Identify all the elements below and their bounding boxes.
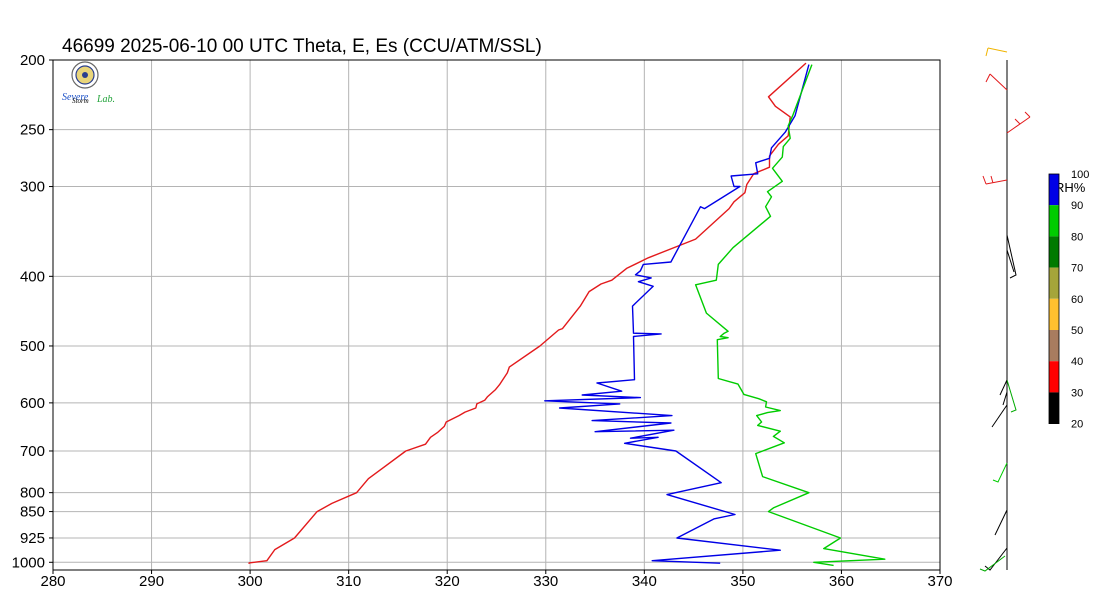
wind-barb [985, 47, 1008, 57]
series-e-line [544, 64, 810, 564]
wind-profile [979, 47, 1031, 572]
colorbar-segment [1049, 330, 1059, 362]
rh-colorbar: RH% 100 90 80 70 60 50 40 30 20 [1048, 169, 1089, 431]
colorbar-segment [1049, 392, 1059, 424]
chart-title: 46699 2025-06-10 00 UTC Theta, E, Es (CC… [62, 36, 542, 57]
wind-barb [1006, 234, 1017, 279]
colorbar-label: 20 [1071, 419, 1083, 431]
y-tick-label: 600 [20, 395, 45, 412]
x-axis-ticks: 280 290 300 310 320 330 340 350 360 370 [40, 570, 953, 590]
grid [52, 59, 941, 570]
colorbar-segment [1049, 236, 1059, 268]
colorbar-label: 90 [1071, 200, 1083, 212]
colorbar-label: 100 [1071, 169, 1089, 181]
x-tick-label: 300 [238, 573, 263, 590]
colorbar-label: 50 [1071, 325, 1083, 337]
colorbar-segment [1049, 267, 1059, 299]
logo-line1: Severe [62, 92, 89, 103]
colorbar-title: RH% [1055, 180, 1086, 195]
logo-line3: Lab. [96, 94, 115, 105]
x-tick-label: 350 [730, 573, 755, 590]
colorbar-label: 30 [1071, 387, 1083, 399]
wind-barb [984, 547, 1008, 571]
wind-barb [999, 379, 1008, 406]
series-es-line [694, 64, 886, 567]
x-tick-label: 360 [829, 573, 854, 590]
wind-barb [1006, 111, 1031, 134]
y-tick-label: 1000 [12, 554, 45, 571]
colorbar-segment [1049, 205, 1059, 237]
wind-barb [985, 73, 1008, 91]
y-tick-label: 850 [20, 504, 45, 521]
colorbar-segment [1049, 174, 1059, 206]
y-tick-label: 925 [20, 530, 45, 547]
wind-barb [992, 462, 1008, 483]
wind-barb [982, 175, 1008, 185]
colorbar-label: 40 [1071, 356, 1083, 368]
wind-barb [979, 555, 1006, 572]
colorbar-segment [1049, 361, 1059, 393]
x-tick-label: 280 [40, 573, 65, 590]
x-tick-label: 340 [632, 573, 657, 590]
y-tick-label: 300 [20, 179, 45, 196]
colorbar-label: 60 [1071, 294, 1083, 306]
y-tick-label: 700 [20, 443, 45, 460]
series-theta-line [248, 62, 807, 564]
x-tick-label: 330 [533, 573, 558, 590]
colorbar-label: 70 [1071, 263, 1083, 275]
colorbar-label: 80 [1071, 231, 1083, 243]
lab-logo: Severe Storm Lab. [62, 61, 115, 105]
x-tick-label: 290 [139, 573, 164, 590]
y-axis-ticks: 200 250 300 400 500 600 700 800 850 925 1000 [12, 52, 53, 571]
wind-barb [994, 509, 1008, 536]
wind-barb [991, 404, 1008, 428]
x-tick-label: 310 [336, 573, 361, 590]
x-tick-label: 370 [927, 573, 952, 590]
wind-barb [1006, 249, 1015, 273]
colorbar-segment [1049, 298, 1059, 330]
y-tick-label: 200 [20, 52, 45, 69]
y-tick-label: 250 [20, 122, 45, 139]
y-tick-label: 400 [20, 268, 45, 285]
y-tick-label: 800 [20, 485, 45, 502]
wind-barb [1006, 379, 1017, 413]
plot-frame [52, 59, 941, 571]
y-tick-label: 500 [20, 338, 45, 355]
x-tick-label: 320 [435, 573, 460, 590]
plot-lines [248, 62, 886, 567]
logo-line2: Storm [72, 97, 89, 105]
colorbar-outline [1048, 173, 1060, 425]
